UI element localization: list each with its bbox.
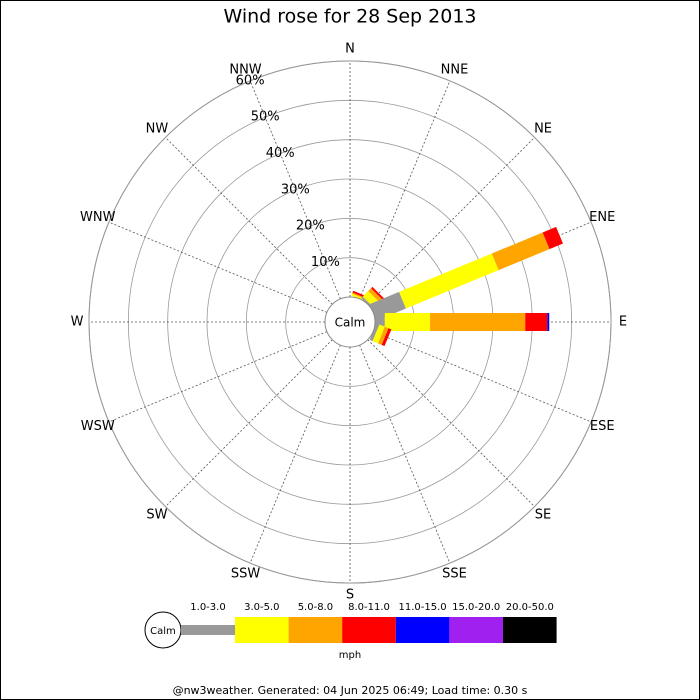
direction-label: NW: [146, 121, 169, 136]
legend-swatch: [503, 617, 557, 643]
ring: [88, 60, 612, 584]
calm-circle: [324, 296, 376, 348]
direction-label: NNE: [441, 62, 469, 77]
spoke: [359, 344, 451, 564]
legend-units: mph: [339, 650, 361, 661]
direction-label: SE: [535, 508, 551, 523]
legend-label: 8.0-11.0: [348, 602, 390, 613]
r-tick-label: 60%: [236, 73, 265, 88]
legend-label: 1.0-3.0: [190, 602, 225, 613]
spoke: [372, 331, 592, 423]
legend-swatch: [235, 617, 289, 643]
direction-label: SSE: [442, 567, 467, 582]
bar-segment: [547, 313, 550, 331]
legend-label: 11.0-15.0: [399, 602, 447, 613]
direction-label: SW: [146, 508, 167, 523]
spoke: [165, 339, 333, 507]
bar-segment: [384, 313, 431, 331]
direction-label: SSW: [231, 567, 261, 582]
bar-segment: [430, 313, 526, 331]
spoke: [108, 221, 328, 313]
direction-label: ENE: [589, 210, 615, 225]
bar-segment: [399, 253, 499, 309]
r-tick-label: 10%: [311, 255, 340, 270]
direction-label: N: [345, 42, 355, 57]
legend-label: 20.0-50.0: [506, 602, 554, 613]
spoke: [108, 331, 328, 423]
legend-swatch: [181, 625, 235, 635]
bar-segment: [368, 288, 384, 304]
r-tick-label: 40%: [266, 146, 295, 161]
spoke: [367, 137, 535, 305]
spoke: [359, 80, 451, 300]
direction-bar: [375, 313, 550, 331]
r-tick-label: 50%: [251, 110, 280, 125]
bar-segment: [378, 326, 389, 345]
direction-label: NE: [534, 121, 552, 136]
direction-label: WSW: [81, 419, 115, 434]
direction-label: S: [346, 588, 354, 603]
footer: @nw3weather. Generated: 04 Jun 2025 06:4…: [173, 684, 528, 697]
spoke: [249, 344, 341, 564]
direction-label: WNW: [80, 210, 116, 225]
chart-title: Wind rose for 28 Sep 2013: [223, 6, 476, 28]
bar-segment: [491, 232, 550, 271]
bar-segment: [372, 324, 385, 344]
direction-label: NNW: [229, 62, 261, 77]
legend-label: 15.0-20.0: [452, 602, 500, 613]
legend-label: 3.0-5.0: [244, 602, 279, 613]
direction-bar: [369, 323, 392, 347]
calm-label: Calm: [335, 316, 366, 330]
legend-calm-label: Calm: [150, 626, 176, 637]
direction-label: E: [619, 315, 627, 330]
legend-swatch: [342, 617, 396, 643]
bar-segment: [381, 328, 392, 347]
legend-label: 5.0-8.0: [298, 602, 333, 613]
legend-swatch: [288, 617, 343, 643]
spoke: [249, 80, 341, 300]
r-tick-label: 20%: [296, 219, 325, 234]
bar-segment: [369, 323, 380, 342]
r-tick-label: 30%: [281, 182, 310, 197]
bar-segment: [542, 226, 563, 250]
spoke: [165, 137, 333, 305]
spoke: [367, 339, 535, 507]
bar-segment: [375, 313, 385, 331]
bar-segment: [371, 286, 386, 301]
direction-label: ESE: [590, 419, 615, 434]
legend-swatch: [395, 617, 450, 643]
legend-swatch: [449, 617, 503, 643]
direction-label: W: [71, 315, 84, 330]
bar-segment: [525, 313, 548, 331]
